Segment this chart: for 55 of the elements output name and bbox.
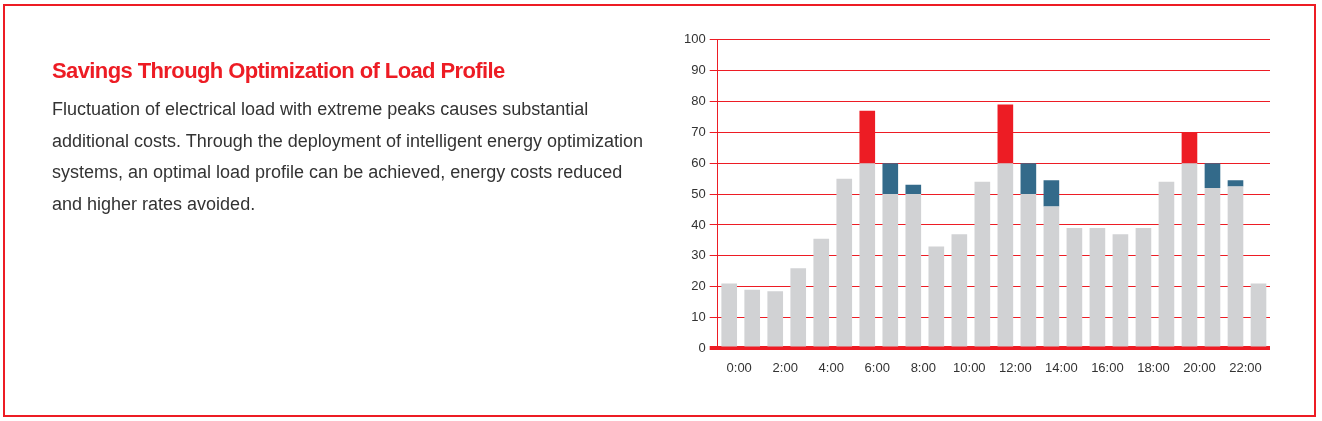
bar — [1043, 206, 1060, 347]
bar — [997, 163, 1014, 347]
bar — [1250, 283, 1267, 347]
x-tick-label: 0:00 — [726, 359, 752, 375]
bar — [1204, 163, 1221, 188]
y-tick-label: 80 — [691, 93, 706, 109]
bar — [1020, 163, 1037, 195]
x-tick-label: 2:00 — [772, 359, 798, 375]
bar — [1227, 180, 1244, 187]
y-tick-label: 40 — [691, 216, 706, 232]
bar — [1043, 180, 1060, 207]
x-tick-label: 20:00 — [1183, 359, 1216, 375]
bar — [905, 184, 922, 195]
bar — [1089, 228, 1106, 347]
bar — [744, 289, 761, 347]
bar — [905, 194, 922, 347]
x-tick-label: 22:00 — [1229, 359, 1262, 375]
bar — [836, 178, 853, 347]
bar — [1020, 194, 1037, 347]
bar — [767, 291, 784, 347]
bar — [1135, 228, 1152, 347]
y-tick-label: 50 — [691, 185, 706, 201]
y-tick-label: 20 — [691, 278, 706, 294]
bar — [882, 194, 899, 347]
x-tick-label: 10:00 — [953, 359, 986, 375]
y-tick-label: 70 — [691, 123, 706, 139]
bar — [1066, 228, 1083, 347]
x-tick-label: 14:00 — [1045, 359, 1078, 375]
y-tick-label: 60 — [691, 154, 706, 170]
y-tick-label: 10 — [691, 309, 706, 325]
x-tick-label: 18:00 — [1137, 359, 1170, 375]
y-tick-label: 90 — [691, 62, 706, 78]
bar — [928, 246, 945, 347]
bar — [974, 181, 991, 347]
bar — [951, 234, 968, 347]
bar — [790, 268, 807, 347]
x-tick-label: 4:00 — [818, 359, 844, 375]
bar — [1204, 187, 1221, 347]
text: Fluctuation of electrical load with extreme peaks causes substantial additional costs. Through the deployment of intelligent energy optimization systems, an optimal load profile can be achieved, energy costs reduced and higher rates avoided. — [52, 98, 645, 216]
bar — [882, 163, 899, 195]
x-tick-label: 6:00 — [864, 359, 890, 375]
bar — [1181, 163, 1198, 347]
bar — [721, 283, 738, 347]
bar — [859, 163, 876, 347]
bar — [1227, 186, 1244, 347]
y-tick-label: 30 — [691, 247, 706, 263]
x-tick-label: 16:00 — [1091, 359, 1124, 375]
bar — [1158, 181, 1175, 347]
bar — [1112, 234, 1129, 347]
text: Savings Through Optimization of Load Profile — [52, 58, 506, 84]
bar — [813, 238, 830, 347]
y-tick-label: 0 — [698, 339, 706, 355]
y-tick-label: 100 — [683, 31, 706, 47]
x-tick-label: 8:00 — [910, 359, 936, 375]
x-tick-label: 12:00 — [999, 359, 1032, 375]
